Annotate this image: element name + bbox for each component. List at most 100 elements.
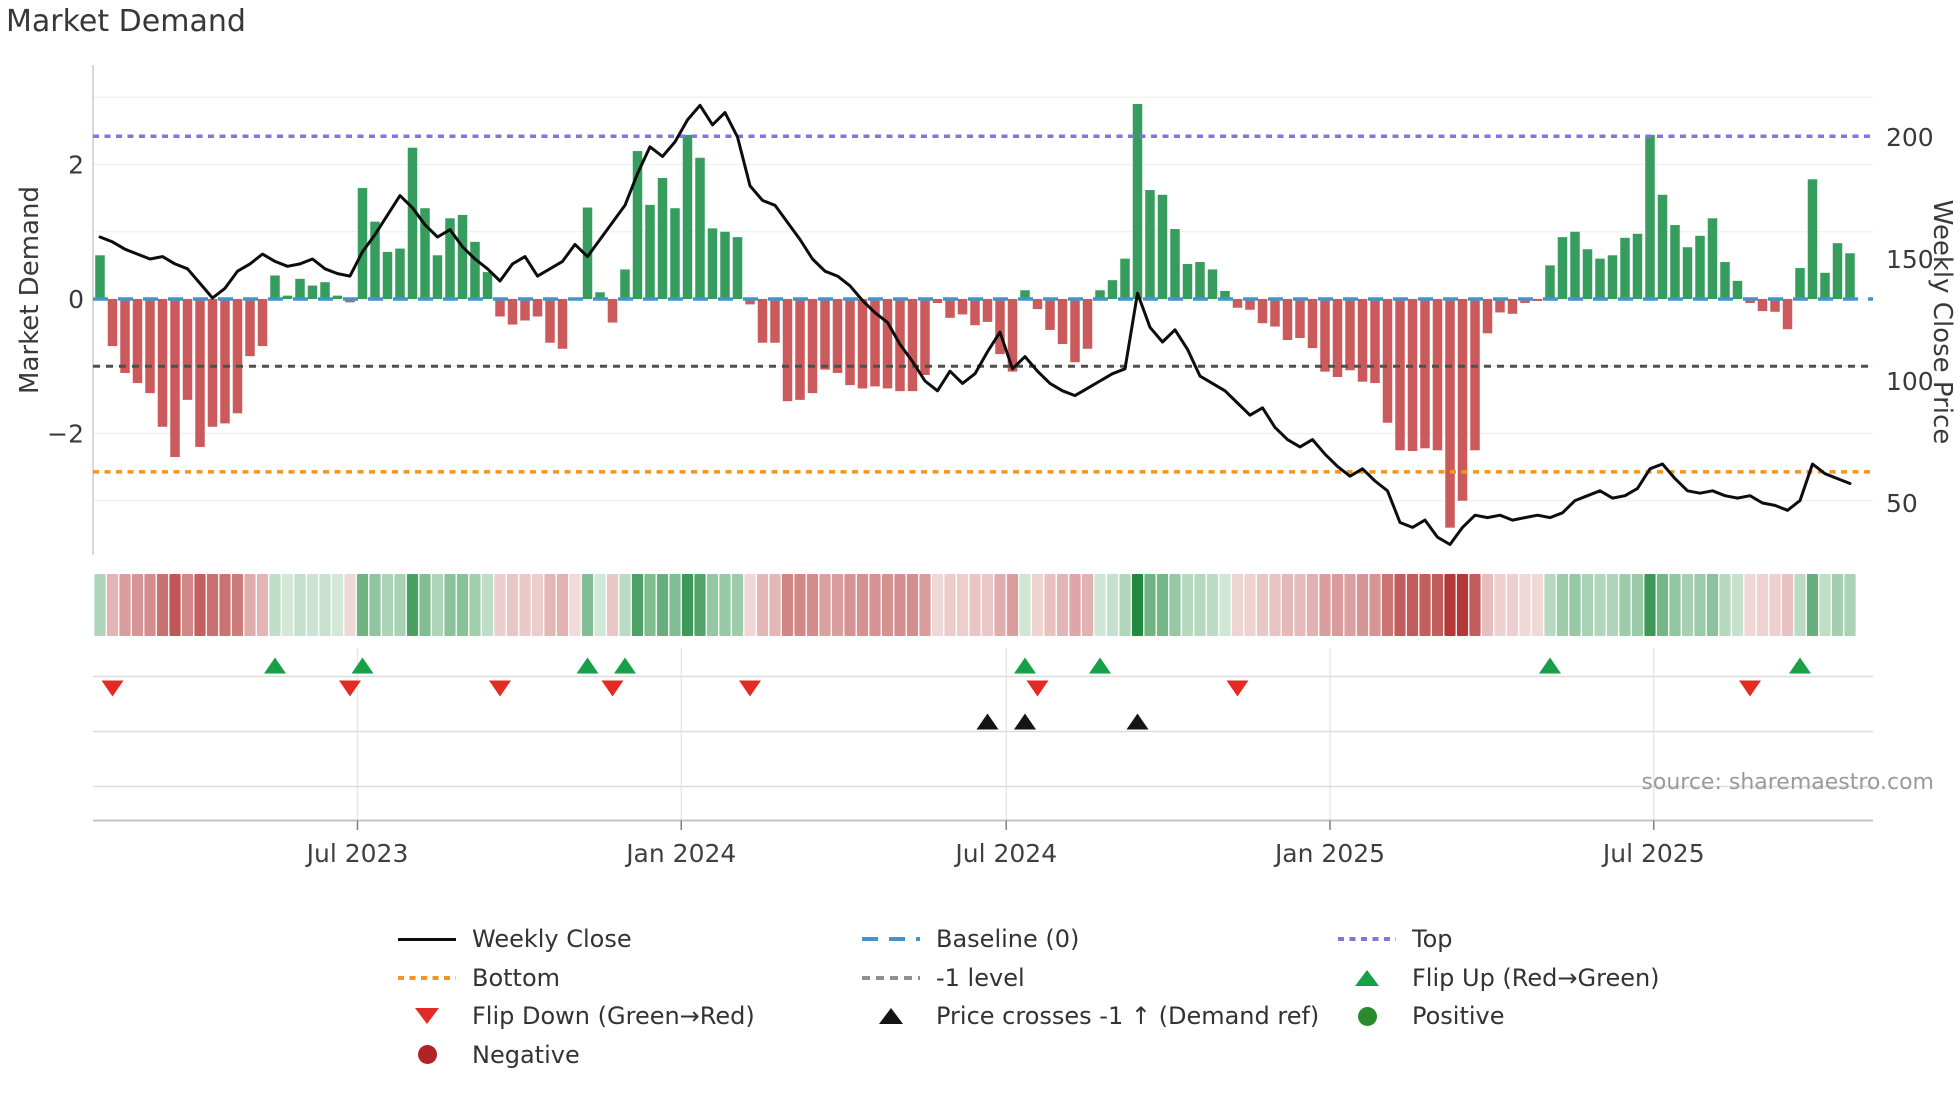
heatmap-cell [981,574,994,636]
heatmap-cell [381,574,394,636]
heatmap-cell [1844,574,1856,636]
demand-bar [357,188,368,299]
demand-bar [1807,179,1818,299]
flip-up-icon [1789,657,1811,674]
heatmap-cell [1356,574,1369,636]
legend-column: Top Flip Up (Red→Green) Positive [1338,920,1660,1036]
heatmap-cell [1369,574,1381,636]
heatmap-cell [481,574,494,636]
demand-bar [507,299,518,325]
heatmap-cell [1056,574,1069,636]
heatmap-cell [1531,574,1544,636]
heatmap-cell [544,574,556,636]
x-tick-label: Jul 2024 [953,839,1057,868]
demand-bar [207,299,218,427]
heatmap-cell [844,574,856,636]
demand-bar [545,299,555,343]
demand-bar [1182,264,1193,299]
legend-swatch-shape [398,975,456,980]
heatmap-cell [319,574,331,636]
x-tick-label: Jul 2023 [305,839,409,868]
demand-bar [1195,262,1205,299]
legend-item: Flip Down (Green→Red) [398,997,755,1036]
demand-bar [482,272,493,299]
heatmap-cell [294,574,306,636]
heatmap-cell [1656,574,1669,636]
heatmap-cell [569,574,581,636]
demand-bar [232,299,243,414]
legend-label: Top [1412,925,1453,954]
demand-bar [432,255,443,299]
heatmap-cell [1319,574,1331,636]
demand-bar [782,299,793,402]
heatmap-cell [1081,574,1094,636]
flip-down-icon [339,680,361,697]
right-tick-label: 50 [1886,489,1918,518]
flip-up-icon [264,657,286,674]
demand-bar [1045,299,1055,330]
heatmap-cell [156,574,169,636]
heatmap-cell [894,574,906,636]
x-tick-label: Jul 2025 [1601,839,1705,868]
heatmap-cell [1619,574,1631,636]
heatmap-cell [831,574,844,636]
heatmap-cell [1406,574,1419,636]
demand-bar [1470,299,1480,451]
heatmap-cell [1269,574,1281,636]
legend-swatch-tri-up-icon [862,1008,920,1025]
left-tick-label: 2 [68,151,84,180]
legend-swatch-shape [862,976,920,980]
demand-bar [820,299,830,370]
heatmap-cell [269,574,281,636]
demand-bar [1382,299,1393,423]
demand-bar [1207,269,1218,299]
price-cross-icon [976,713,999,730]
heatmap-cell [744,574,756,636]
heatmap-cell [219,574,231,636]
heatmap-cell [1444,574,1456,636]
demand-bar [1070,299,1080,363]
heatmap-cell [1156,574,1169,636]
demand-bar [920,299,930,375]
heatmap-cell [644,574,656,636]
legend-swatch-shape [1357,1006,1377,1026]
demand-bar [970,299,980,326]
demand-bar [1532,299,1543,302]
demand-bar [882,299,893,389]
heatmap-cell [469,574,481,636]
flip-up-icon [1539,657,1561,674]
heatmap-cell [1769,574,1781,636]
heatmap-cell [1306,574,1319,636]
flip-up-icon [1014,657,1036,674]
demand-bar [282,295,293,299]
demand-bar [645,204,655,299]
demand-bar [832,299,843,373]
demand-bar [1620,237,1630,299]
heatmap-cell [1181,574,1194,636]
demand-bar [320,282,330,299]
heatmap-cell [631,574,644,636]
x-tick-label: Jan 2025 [1273,839,1385,868]
heatmap-cell [794,574,806,636]
weekly-close-line [98,103,1852,546]
heatmap-cell [931,574,944,636]
demand-bar [1395,299,1405,451]
heatmap-cell [706,574,719,636]
heatmap-cell [306,574,319,636]
legend-item: Flip Up (Red→Green) [1338,959,1660,998]
demand-bar [1220,290,1230,299]
legend-swatch-shape [879,1008,903,1025]
demand-bar [1607,255,1618,299]
demand-bar [1820,272,1830,299]
demand-bar [1320,299,1330,372]
demand-bar [1720,262,1730,299]
demand-bar [495,299,505,317]
demand-bar [1657,194,1668,299]
demand-bar [1482,299,1493,334]
left-tick-label: −2 [47,420,84,449]
heatmap-cell [1394,574,1406,636]
heatmap-cell [806,574,819,636]
heatmap-cell [1344,574,1356,636]
demand-bar [720,231,730,299]
heatmap-cell [606,574,619,636]
